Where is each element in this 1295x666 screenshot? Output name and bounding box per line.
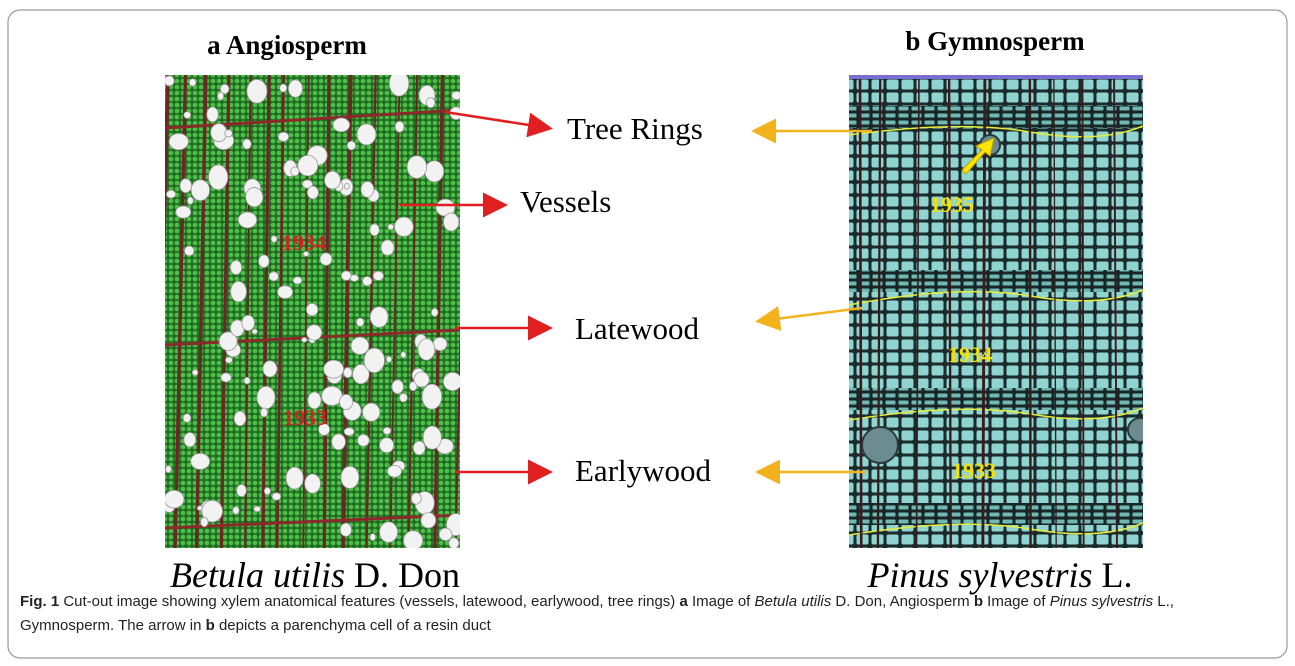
gymnosperm-image (849, 75, 1152, 548)
species-authority: L. (1101, 555, 1132, 595)
panel-letter: a (207, 30, 221, 60)
figure-caption: Fig. 1 Cut-out image showing xylem anato… (20, 590, 1270, 638)
caption-segment: D. Don, Angiosperm (835, 593, 969, 610)
caption-segment: Image of (987, 593, 1045, 610)
panel-name: Gymnosperm (927, 26, 1085, 56)
species-binomial: Pinus sylvestris (868, 555, 1093, 595)
caption-segment: depicts a parenchyma cell of a resin duc… (219, 617, 491, 634)
caption-label: Fig. 1 (20, 593, 59, 610)
caption-segment: Cut-out image showing xylem anatomical f… (63, 593, 675, 610)
year-label: 1933 (952, 458, 996, 484)
species-binomial: Betula utilis (170, 555, 345, 595)
species-authority: D. Don (354, 555, 460, 595)
feature-label: Vessels (520, 184, 611, 220)
caption-segment: b (974, 593, 983, 610)
caption-segment: Betula utilis (755, 593, 832, 610)
panel-title: b Gymnosperm (905, 26, 1084, 57)
angiosperm-image (156, 71, 467, 550)
panel-title: a Angiosperm (207, 30, 367, 61)
caption-segment: Pinus sylvestris (1050, 593, 1153, 610)
figure: a Angiosperm b Gymnosperm Tree Rings Ves… (0, 0, 1295, 666)
feature-label: Tree Rings (567, 111, 703, 147)
arrows (400, 112, 872, 472)
panel-letter: b (905, 26, 920, 56)
caption-segment: Image of (692, 593, 750, 610)
year-label: 1933 (283, 405, 327, 431)
year-label: 1934 (948, 342, 992, 368)
caption-segment: a (679, 593, 687, 610)
year-label: 1934 (282, 230, 326, 256)
feature-label: Earlywood (575, 453, 711, 489)
caption-segment: b (206, 617, 215, 634)
feature-label: Latewood (575, 311, 699, 347)
year-label: 1935 (930, 192, 974, 218)
panel-name: Angiosperm (226, 30, 367, 60)
